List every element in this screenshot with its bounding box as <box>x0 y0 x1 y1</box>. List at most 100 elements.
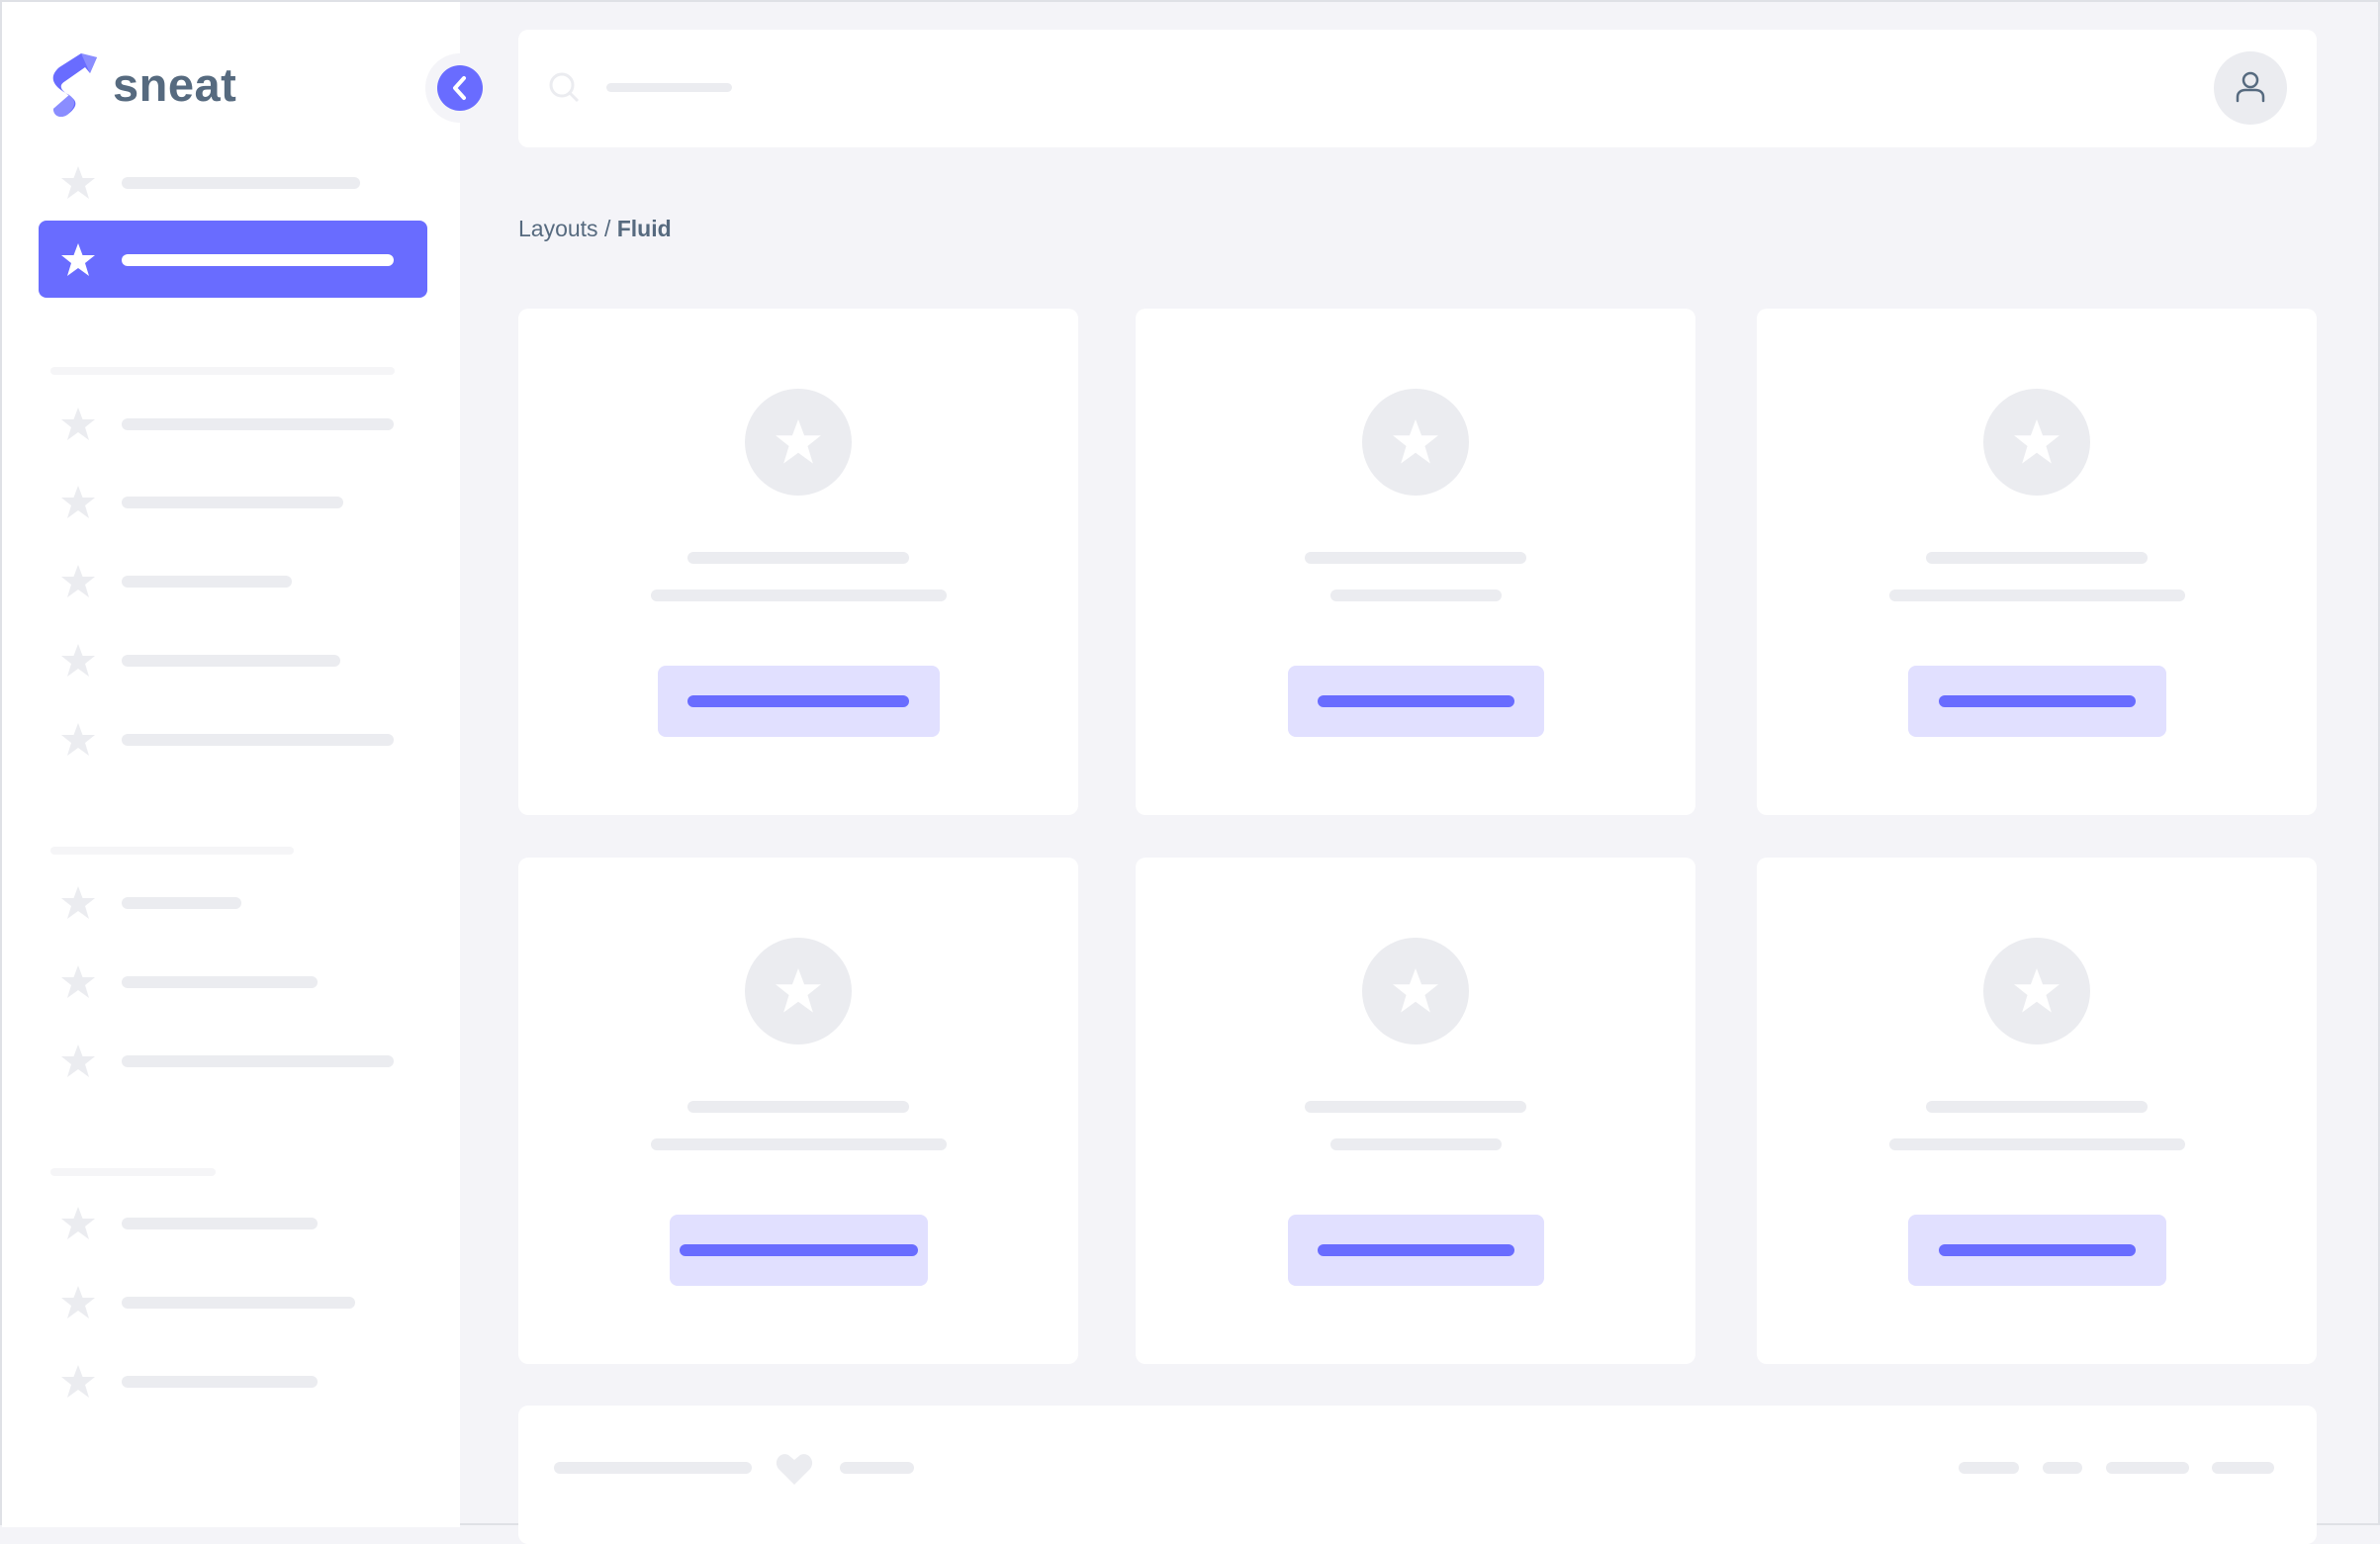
card-button[interactable] <box>1907 666 2166 737</box>
breadcrumb-parent[interactable]: Layouts <box>518 216 598 241</box>
sidebar-section-header <box>50 847 294 855</box>
chevron-left-icon <box>453 76 466 100</box>
sidebar-item[interactable] <box>39 153 427 213</box>
sidebar-item-label <box>122 254 394 266</box>
sidebar-item[interactable] <box>39 710 427 770</box>
card-icon-circle <box>1983 938 2090 1044</box>
star-icon <box>61 486 95 518</box>
card-button-label <box>687 695 909 707</box>
star-icon <box>61 644 95 677</box>
sidebar-item-label <box>122 976 318 988</box>
user-icon <box>2236 71 2265 103</box>
card-icon-circle <box>1983 389 2090 496</box>
card-text <box>1888 1138 2185 1150</box>
card-text <box>1329 590 1502 601</box>
card-icon-circle <box>1362 938 1469 1044</box>
card-icon-circle <box>745 389 852 496</box>
card <box>1757 309 2317 815</box>
footer-link[interactable] <box>1959 1462 2019 1474</box>
star-icon <box>2014 968 2060 1013</box>
sidebar-section-header <box>50 1168 216 1176</box>
star-icon <box>776 419 821 464</box>
sidebar-item[interactable] <box>39 631 427 690</box>
footer-link[interactable] <box>2212 1462 2274 1474</box>
card-button-label <box>1938 695 2136 707</box>
sidebar-section-header <box>50 367 395 375</box>
card-button[interactable] <box>657 666 940 737</box>
search-input[interactable] <box>606 83 732 92</box>
star-icon <box>1393 968 1438 1013</box>
sidebar-item-label <box>122 1055 394 1067</box>
brand-name: sneat <box>113 57 237 111</box>
breadcrumb-current: Fluid <box>616 216 672 241</box>
card-button-label <box>1317 1244 1514 1256</box>
footer <box>518 1406 2317 1544</box>
sidebar: sneat <box>2 2 460 1527</box>
card <box>1757 858 2317 1364</box>
star-icon <box>61 166 95 199</box>
card-text <box>650 1138 947 1150</box>
card-icon-circle <box>1362 389 1469 496</box>
sidebar-item[interactable] <box>39 873 427 933</box>
collapse-sidebar-button[interactable] <box>437 65 483 111</box>
breadcrumb: Layouts / Fluid <box>518 216 672 242</box>
star-icon <box>61 565 95 597</box>
footer-text <box>554 1462 752 1474</box>
star-icon <box>2014 419 2060 464</box>
card-button-label <box>1317 695 1514 707</box>
card-text <box>1329 1138 1502 1150</box>
sidebar-item[interactable] <box>39 953 427 1012</box>
card-button[interactable] <box>669 1215 928 1286</box>
sidebar-item-label <box>122 418 394 430</box>
user-avatar[interactable] <box>2214 51 2287 125</box>
star-icon <box>61 965 95 998</box>
card-button-label <box>679 1244 918 1256</box>
brand-logo[interactable]: sneat <box>47 49 236 119</box>
sidebar-item[interactable] <box>39 552 427 611</box>
sidebar-item-label <box>122 177 360 189</box>
card <box>518 309 1078 815</box>
sidebar-item[interactable] <box>39 230 427 290</box>
sidebar-item-label <box>122 1218 318 1229</box>
sidebar-item-label <box>122 497 343 508</box>
sidebar-item-label <box>122 1376 318 1388</box>
star-icon <box>61 1286 95 1318</box>
card-button[interactable] <box>1907 1215 2166 1286</box>
search-icon[interactable] <box>548 71 582 105</box>
star-icon <box>61 1365 95 1398</box>
sidebar-item-label <box>122 734 394 746</box>
sidebar-item-label <box>122 576 292 588</box>
card-title <box>1926 552 2148 564</box>
card-button-label <box>1938 1244 2136 1256</box>
card-title <box>687 552 909 564</box>
sidebar-item[interactable] <box>39 1273 427 1332</box>
star-icon <box>61 1207 95 1239</box>
star-icon <box>61 723 95 756</box>
card-title <box>687 1101 909 1113</box>
star-icon <box>61 1044 95 1077</box>
card-icon-circle <box>745 938 852 1044</box>
star-icon <box>776 968 821 1013</box>
top-navbar <box>518 30 2317 147</box>
footer-link[interactable] <box>2106 1462 2189 1474</box>
card-button[interactable] <box>1287 666 1544 737</box>
card-title <box>1926 1101 2148 1113</box>
card-text <box>650 590 947 601</box>
sneat-logo-icon <box>52 53 97 117</box>
sidebar-item[interactable] <box>39 395 427 454</box>
sidebar-item[interactable] <box>39 1194 427 1253</box>
sidebar-item-label <box>122 1297 355 1309</box>
breadcrumb-separator: / <box>597 216 617 241</box>
star-icon <box>61 408 95 440</box>
footer-link[interactable] <box>2043 1462 2082 1474</box>
star-icon <box>61 886 95 919</box>
card-button[interactable] <box>1287 1215 1544 1286</box>
card <box>1136 858 1695 1364</box>
footer-author-link[interactable] <box>840 1462 914 1474</box>
sidebar-item[interactable] <box>39 1352 427 1411</box>
sidebar-item[interactable] <box>39 473 427 532</box>
sidebar-item-label <box>122 897 241 909</box>
sidebar-item[interactable] <box>39 1032 427 1091</box>
sidebar-item-label <box>122 655 340 667</box>
card-title <box>1305 552 1526 564</box>
